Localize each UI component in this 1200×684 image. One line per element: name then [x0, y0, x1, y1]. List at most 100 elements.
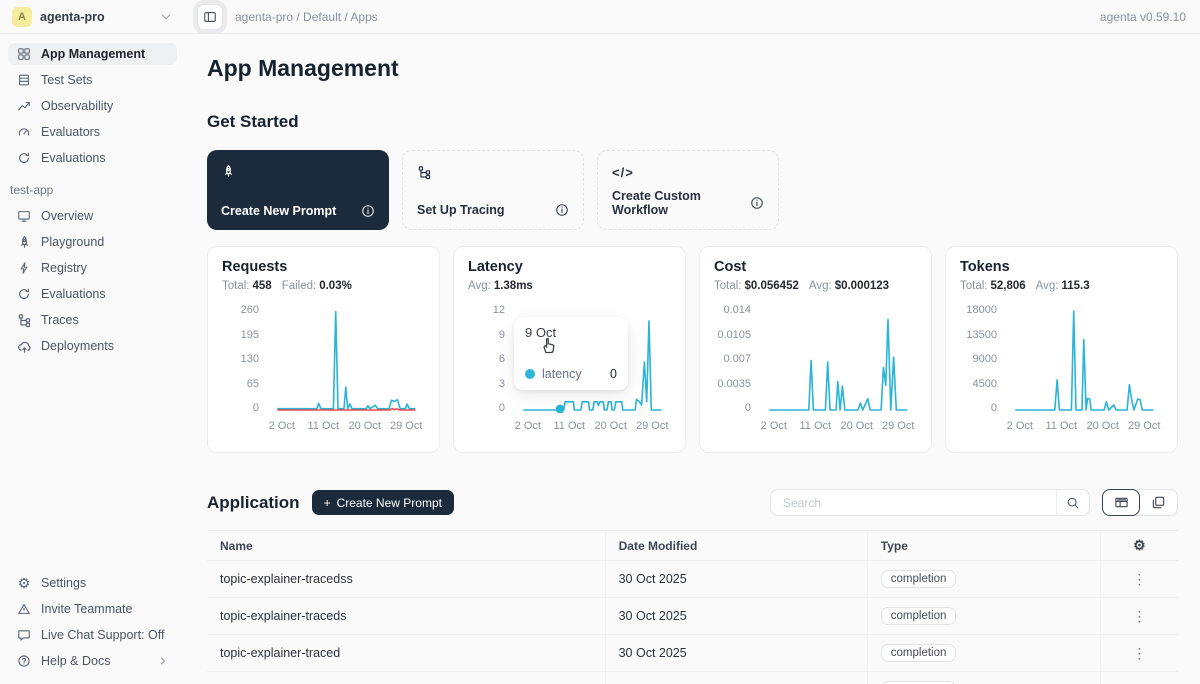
- cell-actions: ⋮: [1100, 672, 1178, 684]
- bolt-icon: [16, 260, 32, 276]
- sidebar-item-label: Settings: [41, 576, 86, 590]
- version-label: agenta v0.59.10: [1100, 10, 1186, 24]
- sidebar-item-test-sets[interactable]: Test Sets: [8, 69, 177, 91]
- workspace-switcher[interactable]: A agenta-pro: [0, 7, 185, 27]
- sidebar-item-deployments[interactable]: Deployments: [8, 335, 177, 357]
- chevron-right-icon: [157, 655, 169, 667]
- chart-icon: [16, 98, 32, 114]
- cell-name[interactable]: topic-explainer-tracedss: [207, 561, 605, 598]
- workspace-avatar: A: [12, 7, 32, 27]
- chart-plot[interactable]: [760, 305, 912, 413]
- sidebar-item-label: Help & Docs: [41, 654, 110, 668]
- sidebar-item-label: Deployments: [41, 339, 114, 353]
- sidebar-item-registry[interactable]: Registry: [8, 257, 177, 279]
- get-started-card-create-new-prompt[interactable]: Create New Prompt: [207, 150, 389, 230]
- info-icon[interactable]: [750, 196, 764, 210]
- x-axis-labels: 2 Oct11 Oct20 Oct29 Oct: [1006, 420, 1158, 434]
- y-axis-labels: 0.0140.01050.0070.00350: [714, 305, 760, 413]
- refresh-icon: [16, 150, 32, 166]
- column-header-name[interactable]: Name: [207, 531, 605, 561]
- kebab-menu-icon[interactable]: ⋮: [1132, 572, 1146, 587]
- breadcrumb[interactable]: agenta-pro / Default / Apps: [235, 10, 378, 24]
- search-box: [770, 489, 1090, 516]
- sidebar-footer-item-help-docs[interactable]: Help & Docs: [8, 650, 177, 672]
- sidebar-app-nav: Overview Playground Registry Evaluations Tra…: [8, 205, 177, 361]
- tree-icon: [16, 312, 32, 328]
- sidebar-item-app-management[interactable]: App Management: [8, 43, 177, 65]
- cell-actions: ⋮: [1100, 598, 1178, 635]
- help-icon: [16, 653, 32, 669]
- sidebar-footer-item-live-chat-support-off[interactable]: Live Chat Support: Off: [8, 624, 177, 646]
- sidebar-item-observability[interactable]: Observability: [8, 95, 177, 117]
- chart-plot[interactable]: [268, 305, 420, 413]
- chart-card-requests: RequestsTotal:458Failed:0.03%26019513065…: [207, 246, 440, 453]
- info-icon[interactable]: [361, 204, 375, 218]
- get-started-cards: Create New Prompt Set Up Tracing</>Create…: [207, 150, 1178, 230]
- get-started-card-label: Create New Prompt: [221, 204, 336, 218]
- sidebar-toggle-icon: [203, 10, 217, 24]
- gauge-icon: [16, 124, 32, 140]
- chart-stats: Total:$0.056452Avg:$0.000123: [714, 280, 917, 292]
- kebab-menu-icon[interactable]: ⋮: [1132, 609, 1146, 624]
- chart-plot[interactable]: [1006, 305, 1158, 413]
- cell-date-modified: 27 Oct 2025: [605, 672, 867, 684]
- applications-table: NameDate ModifiedType⚙ topic-explainer-t…: [207, 530, 1178, 684]
- workspace-name: agenta-pro: [40, 10, 105, 24]
- cell-actions: ⋮: [1100, 561, 1178, 598]
- card-view-icon: [1151, 495, 1166, 510]
- chart-stats: Avg:1.38ms: [468, 280, 671, 292]
- gear-icon: ⚙: [16, 575, 32, 591]
- tooltip-value: 0: [610, 367, 617, 381]
- table-row[interactable]: topic-explainer-traceds30 Oct 2025comple…: [207, 598, 1178, 635]
- table-row[interactable]: career-assessment27 Oct 2025completion⋮: [207, 672, 1178, 684]
- type-badge: completion: [881, 570, 957, 588]
- sidebar-footer-item-invite-teammate[interactable]: Invite Teammate: [8, 598, 177, 620]
- card-view-button[interactable]: [1139, 490, 1177, 515]
- sidebar-item-traces[interactable]: Traces: [8, 309, 177, 331]
- table-row[interactable]: topic-explainer-tracedss30 Oct 2025compl…: [207, 561, 1178, 598]
- sidebar-item-evaluations[interactable]: Evaluations: [8, 283, 177, 305]
- sidebar-item-label: Registry: [41, 261, 87, 275]
- y-axis-labels: 129630: [468, 305, 514, 413]
- sidebar-item-overview[interactable]: Overview: [8, 205, 177, 227]
- table-view-button[interactable]: [1102, 489, 1140, 516]
- create-new-prompt-button[interactable]: + Create New Prompt: [312, 490, 454, 515]
- cloud-icon: [16, 338, 32, 354]
- column-header-type[interactable]: Type: [867, 531, 1100, 561]
- kebab-menu-icon[interactable]: ⋮: [1132, 646, 1146, 661]
- sidebar-footer-item-settings[interactable]: ⚙ Settings: [8, 572, 177, 594]
- sidebar-toggle-button[interactable]: [197, 4, 223, 30]
- column-header-date-modified[interactable]: Date Modified: [605, 531, 867, 561]
- series-tokens-line: [1015, 311, 1153, 410]
- monitor-icon: [16, 208, 32, 224]
- type-badge: completion: [881, 644, 957, 662]
- x-axis-labels: 2 Oct11 Oct20 Oct29 Oct: [268, 420, 420, 434]
- cell-type: completion: [867, 598, 1100, 635]
- sidebar: App Management Test Sets Observability Eval…: [0, 34, 185, 684]
- sidebar-item-playground[interactable]: Playground: [8, 231, 177, 253]
- cell-date-modified: 30 Oct 2025: [605, 598, 867, 635]
- info-icon[interactable]: [555, 203, 569, 217]
- cell-name[interactable]: career-assessment: [207, 672, 605, 684]
- sidebar-item-evaluators[interactable]: Evaluators: [8, 121, 177, 143]
- main-content: App Management Get Started Create New Pr…: [185, 34, 1200, 684]
- cell-date-modified: 30 Oct 2025: [605, 635, 867, 672]
- chevron-down-icon[interactable]: [159, 10, 173, 24]
- search-icon[interactable]: [1056, 490, 1089, 515]
- sidebar-item-label: Invite Teammate: [41, 602, 132, 616]
- cell-name[interactable]: topic-explainer-traced: [207, 635, 605, 672]
- chart-card-latency: LatencyAvg:1.38ms1296302 Oct11 Oct20 Oct…: [453, 246, 686, 453]
- sidebar-item-label: Evaluators: [41, 125, 100, 139]
- table-settings-gear-icon[interactable]: ⚙: [1100, 531, 1178, 561]
- cell-type: completion: [867, 635, 1100, 672]
- table-row[interactable]: topic-explainer-traced30 Oct 2025 complet…: [207, 635, 1178, 672]
- sidebar-item-label: App Management: [41, 47, 145, 61]
- sidebar-item-label: Observability: [41, 99, 113, 113]
- get-started-card-set-up-tracing[interactable]: Set Up Tracing: [402, 150, 584, 230]
- get-started-card-create-custom-workflow[interactable]: </>Create Custom Workflow: [597, 150, 779, 230]
- rocket-icon: [16, 234, 32, 250]
- cell-name[interactable]: topic-explainer-traceds: [207, 598, 605, 635]
- search-input[interactable]: [781, 495, 1056, 511]
- chart-title: Requests: [222, 259, 425, 275]
- sidebar-item-evaluations[interactable]: Evaluations: [8, 147, 177, 169]
